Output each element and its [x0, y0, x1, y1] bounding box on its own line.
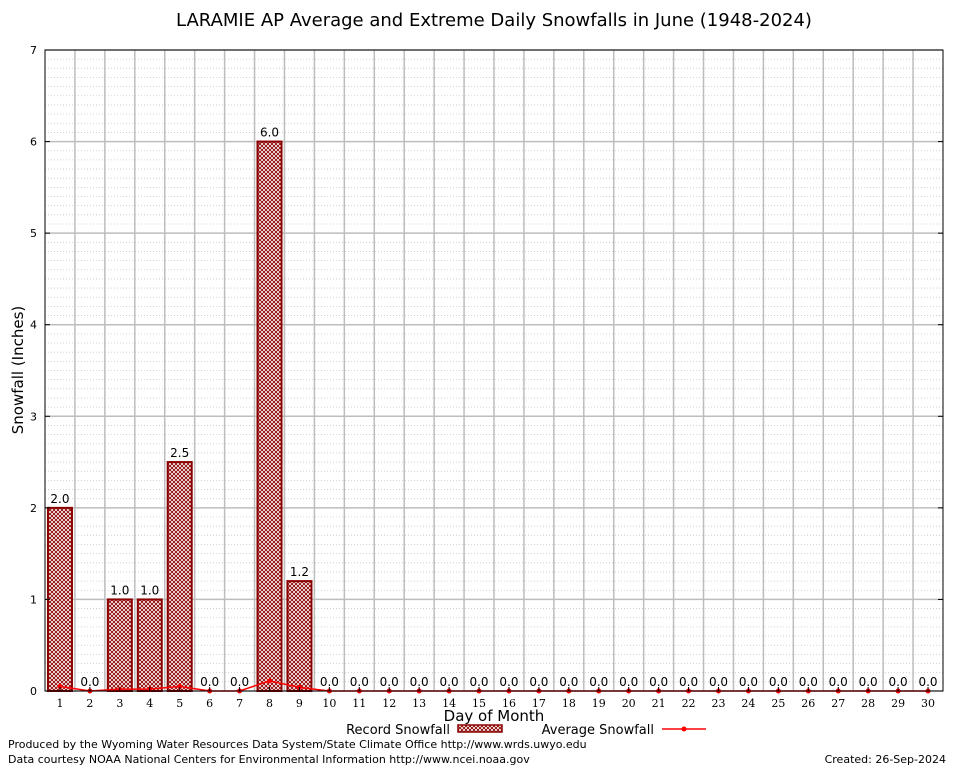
x-tick-label: 6: [206, 697, 213, 710]
x-tick-label: 23: [712, 697, 726, 710]
bar-value-label: 1.0: [140, 583, 159, 597]
x-tick-label: 29: [891, 697, 905, 710]
x-tick-label: 21: [652, 697, 666, 710]
bar-value-label: 0.0: [709, 675, 728, 689]
footer-produced-by: Produced by the Wyoming Water Resources …: [8, 738, 587, 751]
record-bar: [106, 598, 133, 693]
bar-value-label: 1.2: [290, 565, 309, 579]
record-bar: [136, 598, 163, 693]
x-tick-label: 2: [86, 697, 93, 710]
record-bar: [46, 506, 73, 692]
bar-value-label: 0.0: [200, 675, 219, 689]
legend: Record Snowfall Average Snowfall: [346, 723, 706, 738]
legend-record-swatch: [457, 724, 503, 733]
y-tick-label: 3: [30, 410, 37, 423]
bar-value-label: 0.0: [529, 675, 548, 689]
bar-value-label: 0.0: [410, 675, 429, 689]
x-tick-label: 4: [146, 697, 153, 710]
y-tick-label: 5: [30, 227, 37, 240]
y-axis-label: Snowfall (Inches): [9, 306, 27, 434]
bar-value-label: 0.0: [619, 675, 638, 689]
y-tick-label: 1: [30, 593, 37, 606]
x-tick-label: 5: [176, 697, 183, 710]
plot-frame: [44, 49, 944, 692]
average-point: [57, 683, 63, 689]
y-axis-ticks: 0 1 2 3 4 5 6 7: [30, 44, 943, 698]
y-tick-label: 7: [30, 44, 37, 57]
x-tick-label: 10: [322, 697, 336, 710]
x-tick-label: 24: [741, 697, 755, 710]
bar-value-label: 0.0: [320, 675, 339, 689]
legend-average-label: Average Snowfall: [542, 723, 654, 738]
y-tick-label: 2: [30, 502, 37, 515]
legend-record-label: Record Snowfall: [346, 723, 450, 738]
grid-lines: [45, 49, 943, 692]
bar-value-label: 0.0: [679, 675, 698, 689]
x-tick-label: 12: [382, 697, 396, 710]
x-tick-label: 17: [532, 697, 546, 710]
bar-value-label: 0.0: [649, 675, 668, 689]
x-tick-label: 1: [56, 697, 63, 710]
footer-courtesy: Data courtesy NOAA National Centers for …: [8, 753, 530, 766]
record-bar: [256, 140, 283, 693]
bar-value-label: 0.0: [859, 675, 878, 689]
bar-value-label: 0.0: [230, 675, 249, 689]
bar-value-label: 0.0: [80, 675, 99, 689]
x-tick-label: 27: [831, 697, 845, 710]
bar-value-label: 0.0: [469, 675, 488, 689]
bar-value-label: 0.0: [440, 675, 459, 689]
x-tick-label: 15: [472, 697, 486, 710]
chart-title: LARAMIE AP Average and Extreme Daily Sno…: [176, 10, 812, 31]
record-bar: [286, 580, 313, 692]
x-tick-label: 30: [921, 697, 935, 710]
x-axis-ticks: 1 2 3 4 5 6 7 8 9 10 11 12 13 14 15 16 17 18 19 20 21 22 23 24 2…: [56, 687, 935, 710]
bar-value-label: 0.0: [829, 675, 848, 689]
bar-value-label: 0.0: [589, 675, 608, 689]
x-tick-label: 3: [116, 697, 123, 710]
x-tick-label: 26: [801, 697, 815, 710]
bar-value-label: 0.0: [559, 675, 578, 689]
data-labels: 2.0 0.0 1.0 1.0 2.5 0.0 0.0 6.0 1.2 0.0 0.0 0.0 0.0 0…: [50, 126, 937, 689]
average-point: [267, 678, 272, 684]
x-tick-label: 18: [562, 697, 576, 710]
x-tick-label: 25: [771, 697, 785, 710]
x-tick-label: 16: [502, 697, 516, 710]
x-tick-label: 28: [861, 697, 875, 710]
y-tick-label: 0: [30, 685, 37, 698]
x-axis-label: Day of Month: [444, 707, 545, 725]
x-tick-label: 7: [236, 697, 243, 710]
bar-value-label: 0.0: [889, 675, 908, 689]
y-tick-label: 6: [30, 136, 37, 149]
x-tick-label: 13: [412, 697, 426, 710]
bar-value-label: 0.0: [769, 675, 788, 689]
bar-value-label: 1.0: [110, 583, 129, 597]
x-tick-label: 20: [622, 697, 636, 710]
record-bars: [46, 140, 313, 693]
legend-average-marker: [681, 726, 687, 732]
bar-value-label: 0.0: [350, 675, 369, 689]
average-point: [177, 683, 183, 689]
footer-created: Created: 26-Sep-2024: [824, 753, 946, 766]
x-tick-label: 22: [682, 697, 696, 710]
y-tick-label: 4: [30, 319, 37, 332]
bar-value-label: 2.5: [170, 446, 189, 460]
bar-value-label: 6.0: [260, 126, 279, 140]
x-tick-label: 8: [266, 697, 273, 710]
bar-value-label: 0.0: [799, 675, 818, 689]
record-bar: [166, 461, 193, 693]
bar-value-label: 0.0: [739, 675, 758, 689]
bar-value-label: 0.0: [918, 675, 937, 689]
x-tick-label: 9: [296, 697, 303, 710]
bar-value-label: 0.0: [499, 675, 518, 689]
x-tick-label: 19: [592, 697, 606, 710]
x-tick-label: 11: [352, 697, 366, 710]
bar-value-label: 0.0: [380, 675, 399, 689]
x-tick-label: 14: [442, 697, 456, 710]
bar-value-label: 2.0: [50, 492, 69, 506]
